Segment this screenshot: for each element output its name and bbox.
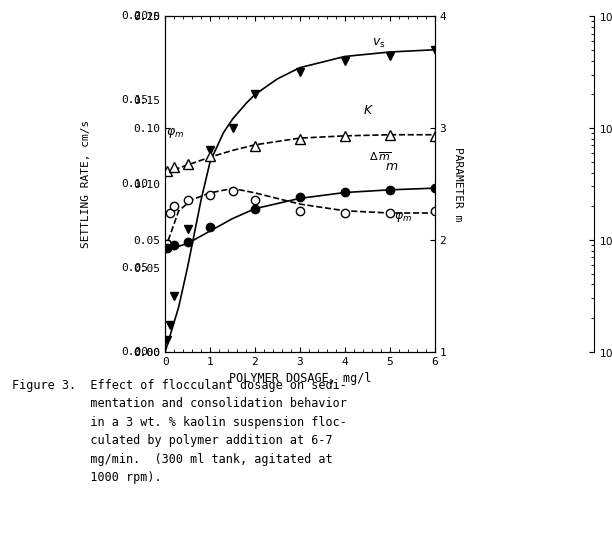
Text: $K$: $K$ bbox=[363, 104, 374, 117]
Text: 0.20: 0.20 bbox=[121, 11, 148, 21]
Text: 0.00: 0.00 bbox=[121, 347, 148, 357]
X-axis label: POLYMER DOSAGE, mg/l: POLYMER DOSAGE, mg/l bbox=[229, 372, 371, 385]
Text: $\varphi_m$: $\varphi_m$ bbox=[394, 210, 412, 225]
Text: 0.15: 0.15 bbox=[121, 95, 148, 105]
Text: 0.05: 0.05 bbox=[121, 263, 148, 273]
Text: Figure 3.  Effect of flocculant dosage on sedi-
           mentation and consoli: Figure 3. Effect of flocculant dosage on… bbox=[12, 379, 347, 484]
Text: $\varphi_m$: $\varphi_m$ bbox=[166, 126, 184, 140]
Text: $\Delta\,\overline{m}$: $\Delta\,\overline{m}$ bbox=[370, 151, 392, 163]
Text: $v_\mathrm{s}$: $v_\mathrm{s}$ bbox=[371, 36, 386, 50]
Y-axis label: PARAMETER m: PARAMETER m bbox=[453, 147, 463, 221]
Text: 0.10: 0.10 bbox=[121, 179, 148, 189]
Y-axis label: SETTLING RATE, cm/s: SETTLING RATE, cm/s bbox=[81, 120, 91, 248]
Text: $m$: $m$ bbox=[385, 160, 398, 173]
